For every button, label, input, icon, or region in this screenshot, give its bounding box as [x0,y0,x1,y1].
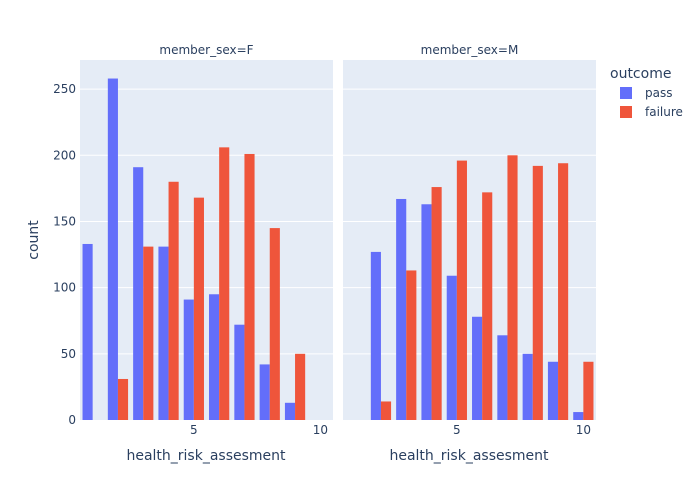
x-axis-title-right: health_risk_assesment [389,448,549,464]
y-tick-label: 250 [53,82,76,96]
facet-title: member_sex=M [421,43,519,57]
y-axis: 0 50 100 150 200 250 [53,82,76,427]
bar-pass-6[interactable] [472,316,483,420]
legend-label: failure [645,105,683,119]
y-tick-label: 150 [53,214,76,228]
bar-pass-7[interactable] [497,335,508,420]
bar-failure-9[interactable] [295,353,306,420]
legend-item-pass[interactable]: pass [620,86,672,100]
x-axis-title-left: health_risk_assesment [126,448,286,464]
bar-pass-9[interactable] [284,402,296,420]
bar-failure-3[interactable] [406,270,417,420]
y-tick-label: 0 [68,413,76,427]
facet-panels: member_sex=F 5 10 member_sex=M 5 10 [80,43,596,437]
bar-failure-8[interactable] [269,228,280,420]
bar-pass-8[interactable] [522,353,533,420]
bar-failure-2[interactable] [380,401,392,420]
x-tick-label: 5 [190,423,198,437]
facet-title: member_sex=F [159,43,253,57]
plot-background [80,60,333,420]
bar-failure-10[interactable] [583,361,594,420]
bar-pass-3[interactable] [133,167,144,420]
bar-pass-8[interactable] [259,364,270,420]
x-tick-label: 10 [313,423,328,437]
bar-failure-8[interactable] [532,165,543,420]
bar-failure-4[interactable] [431,187,442,420]
bar-pass-5[interactable] [446,275,457,420]
x-tick-label: 5 [453,423,461,437]
bar-pass-4[interactable] [421,204,432,420]
bar-failure-6[interactable] [219,147,230,420]
bar-pass-3[interactable] [396,198,407,420]
bar-pass-7[interactable] [234,324,245,420]
bar-failure-7[interactable] [507,155,518,420]
bar-failure-4[interactable] [168,181,179,420]
legend[interactable]: outcome pass failure [610,66,683,119]
facet-panel-2: member_sex=M 5 10 [343,43,596,437]
bar-pass-9[interactable] [547,361,559,420]
bar-pass-2[interactable] [107,78,118,420]
axis-titles: count health_risk_assesment health_risk_… [26,220,549,464]
bar-failure-7[interactable] [244,153,255,420]
legend-swatch [620,87,632,99]
legend-item-failure[interactable]: failure [620,105,683,119]
bar-failure-6[interactable] [482,192,493,420]
y-tick-label: 100 [53,281,76,295]
bar-failure-2[interactable] [117,378,129,420]
y-tick-label: 200 [53,148,76,162]
facet-panel-1: member_sex=F 5 10 [80,43,333,437]
x-tick-label: 10 [576,423,591,437]
bar-pass-1[interactable] [82,243,93,420]
legend-swatch [620,106,632,118]
y-tick-label: 50 [61,347,76,361]
bar-pass-2[interactable] [370,251,381,420]
legend-title: outcome [610,66,671,82]
bar-failure-3[interactable] [143,246,154,420]
bar-pass-4[interactable] [158,246,169,420]
bar-pass-6[interactable] [209,294,220,420]
legend-label: pass [645,86,672,100]
bar-failure-9[interactable] [558,163,569,420]
bar-failure-5[interactable] [456,160,467,420]
bar-failure-5[interactable] [193,197,204,420]
plot-background [343,60,596,420]
bar-pass-5[interactable] [183,299,194,420]
y-axis-title: count [26,220,42,260]
bar-pass-10[interactable] [573,412,584,420]
